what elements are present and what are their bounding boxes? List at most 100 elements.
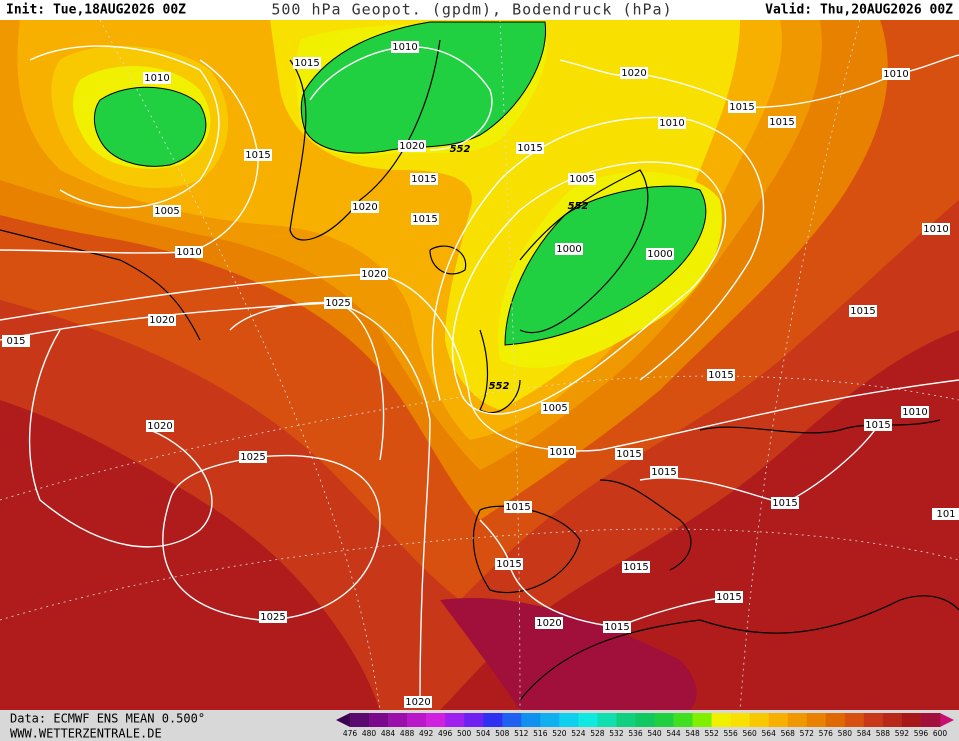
- colorbar-label: 596: [914, 729, 929, 738]
- isobar-label-box: [622, 561, 650, 573]
- colorbar-label: 544: [666, 729, 681, 738]
- isobar-label-box: [175, 246, 203, 258]
- isobar-label: 1015: [651, 467, 676, 478]
- contour-label: 552: [568, 201, 589, 212]
- isobar-label: 1010: [902, 407, 927, 418]
- colorbar-swatch: [502, 713, 522, 727]
- isobar-label: 1025: [240, 452, 265, 463]
- isobar-label-box: [650, 466, 678, 478]
- isobar-label-box: [391, 41, 419, 53]
- isobar-label-box: [411, 213, 439, 225]
- isobar-label-box: [351, 201, 379, 213]
- isobar-label-box: [143, 72, 171, 84]
- isobar-label-box: [707, 369, 735, 381]
- colorbar-swatch: [616, 713, 636, 727]
- colorbar-label: 552: [704, 729, 719, 738]
- colorbar-label: 556: [723, 729, 738, 738]
- isobar-label: 1015: [708, 370, 733, 381]
- isobar-label: 1015: [616, 449, 641, 460]
- colorbar-swatch: [597, 713, 617, 727]
- isobar-label-box: [535, 617, 563, 629]
- isobar-label: 1010: [659, 118, 684, 129]
- colorbar-label: 576: [819, 729, 834, 738]
- isobar-label: 1025: [325, 298, 350, 309]
- colorbar-swatch: [692, 713, 712, 727]
- isobar-label-box: [922, 223, 950, 235]
- colorbar-label: 540: [647, 729, 662, 738]
- isobar-label-box: [148, 314, 176, 326]
- isobar-label: 015: [6, 336, 25, 347]
- colorbar-swatch: [521, 713, 541, 727]
- isobar-label: 1010: [144, 73, 169, 84]
- colorbar-label: 532: [609, 729, 624, 738]
- isobar-label: 1015: [505, 502, 530, 513]
- colorbar-label: 516: [533, 729, 548, 738]
- isobar-label: 1020: [399, 141, 424, 152]
- colorbar-label: 504: [476, 729, 491, 738]
- isobar-labels: 1010 1015 1010 1020 1010 1015 1015 1010 1015 1020…: [2, 41, 959, 708]
- isobar-label: 1015: [772, 498, 797, 509]
- data-source: Data: ECMWF ENS MEAN 0.500°: [10, 712, 205, 726]
- isobar-label-box: [932, 508, 959, 520]
- isobar-label-box: [555, 243, 583, 255]
- colorbar-swatch: [483, 713, 503, 727]
- colorbar-label: 528: [590, 729, 605, 738]
- isobar-label-box: [259, 611, 287, 623]
- isobar-label: 1020: [149, 315, 174, 326]
- isobar-label: 1010: [883, 69, 908, 80]
- isobar-label: 1020: [405, 697, 430, 708]
- colorbar-swatch: [806, 713, 827, 727]
- isobar-label-box: [849, 305, 877, 317]
- site-name: WWW.WETTERZENTRALE.DE: [10, 727, 162, 741]
- colorbar-swatch: [445, 713, 465, 727]
- isobar-label-box: [504, 501, 532, 513]
- colorbar-swatch: [426, 713, 446, 727]
- isobar-label: 1015: [865, 420, 890, 431]
- colorbar-swatch: [464, 713, 484, 727]
- colorbar-label: 560: [743, 729, 758, 738]
- isobar-label: 1005: [542, 403, 567, 414]
- colorbar-swatch: [787, 713, 808, 727]
- colorbar-swatch: [730, 713, 750, 727]
- colorbar-label: 476: [343, 729, 358, 738]
- contour-label: 552: [450, 144, 471, 155]
- geopotential-field: [0, 20, 959, 710]
- isobar-label-box: [548, 446, 576, 458]
- isobar-label: 1015: [729, 102, 754, 113]
- isobar-label: 1015: [412, 214, 437, 225]
- isobar-label-box: [901, 406, 929, 418]
- isobar-label: 1010: [176, 247, 201, 258]
- isobar-label-box: [771, 497, 799, 509]
- isobar-label: 1015: [294, 58, 319, 69]
- colorbar-label: 584: [857, 729, 872, 738]
- contour-labels: 552 552 552: [450, 144, 589, 392]
- isobar-label-box: [153, 205, 181, 217]
- colorbar-label: 484: [381, 729, 396, 738]
- isobar-label: 1015: [496, 559, 521, 570]
- colorbar-swatch: [749, 713, 770, 727]
- colorbar-swatch: [673, 713, 693, 727]
- colorbar-swatch: [920, 713, 941, 727]
- colorbar-swatch: [825, 713, 846, 727]
- colorbar-swatch: [635, 713, 655, 727]
- colorbar-label: 500: [457, 729, 472, 738]
- colorbar-swatch: [407, 713, 427, 727]
- isobar-label-box: [146, 420, 174, 432]
- colorbar-swatch: [578, 713, 598, 727]
- isobar-label: 1010: [923, 224, 948, 235]
- isobar-label-box: [864, 419, 892, 431]
- colorbar-swatch: [863, 713, 884, 727]
- isobar-label: 1015: [623, 562, 648, 573]
- isobar-label: 1000: [647, 249, 672, 260]
- isobar-label: 1020: [147, 421, 172, 432]
- isobar-label-box: [568, 173, 596, 185]
- isobar-label-box: [603, 621, 631, 633]
- isobar-label-box: [516, 142, 544, 154]
- colorbar: 476 480 484 488 492 496 500 504 508 512 516 520 524 5…: [336, 713, 954, 738]
- colorbar-swatch: [844, 713, 865, 727]
- colorbar-swatch: [901, 713, 922, 727]
- colorbar-label: 536: [628, 729, 643, 738]
- colorbar-swatch: [882, 713, 903, 727]
